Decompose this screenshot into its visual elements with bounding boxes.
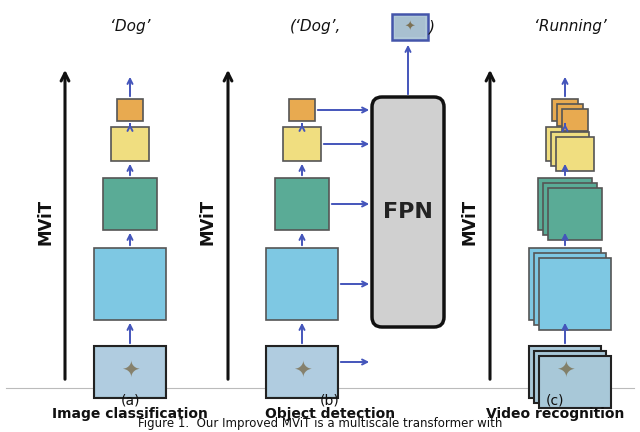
Bar [557,104,583,126]
Bar [529,248,601,320]
Bar [552,99,578,121]
Text: Figure 1.  Our Improved MViT is a multiscale transformer with: Figure 1. Our Improved MViT is a multisc… [138,417,502,431]
Text: Object detection: Object detection [265,407,395,421]
Bar [539,258,611,330]
Bar [96,348,164,396]
Text: FPN: FPN [383,202,433,222]
Bar [556,137,594,171]
Text: MViT: MViT [36,199,54,245]
Bar [548,188,602,240]
Bar [543,183,597,235]
Bar [539,356,611,408]
Text: ✦: ✦ [292,362,311,382]
Bar [395,17,425,37]
Text: ): ) [429,19,435,35]
Bar [94,346,166,398]
Bar [538,178,592,230]
Text: ✦: ✦ [556,362,574,382]
Bar [562,109,588,131]
Text: (b): (b) [320,393,340,407]
Bar [534,253,606,325]
Bar [392,14,428,40]
Bar [283,127,321,161]
Text: (a): (a) [120,393,140,407]
Bar [534,351,606,403]
Text: ✦: ✦ [404,20,415,34]
Bar [266,248,338,320]
Text: (c): (c) [546,393,564,407]
Bar [546,127,584,161]
Text: MViT: MViT [461,199,479,245]
Text: Image classification: Image classification [52,407,208,421]
Bar [103,178,157,230]
Bar [551,132,589,166]
Bar [266,346,338,398]
Bar [275,178,329,230]
Bar [268,348,336,396]
Text: ‘Dog’: ‘Dog’ [109,19,150,35]
Bar [289,99,315,121]
Bar [117,99,143,121]
Bar [529,346,601,398]
Bar [111,127,149,161]
Text: (‘Dog’,: (‘Dog’, [291,19,342,35]
Text: ✦: ✦ [121,362,140,382]
Text: MViT: MViT [199,199,217,245]
Text: Video recognition: Video recognition [486,407,624,421]
FancyBboxPatch shape [372,97,444,327]
Text: ‘Running’: ‘Running’ [534,19,606,35]
Bar [94,248,166,320]
